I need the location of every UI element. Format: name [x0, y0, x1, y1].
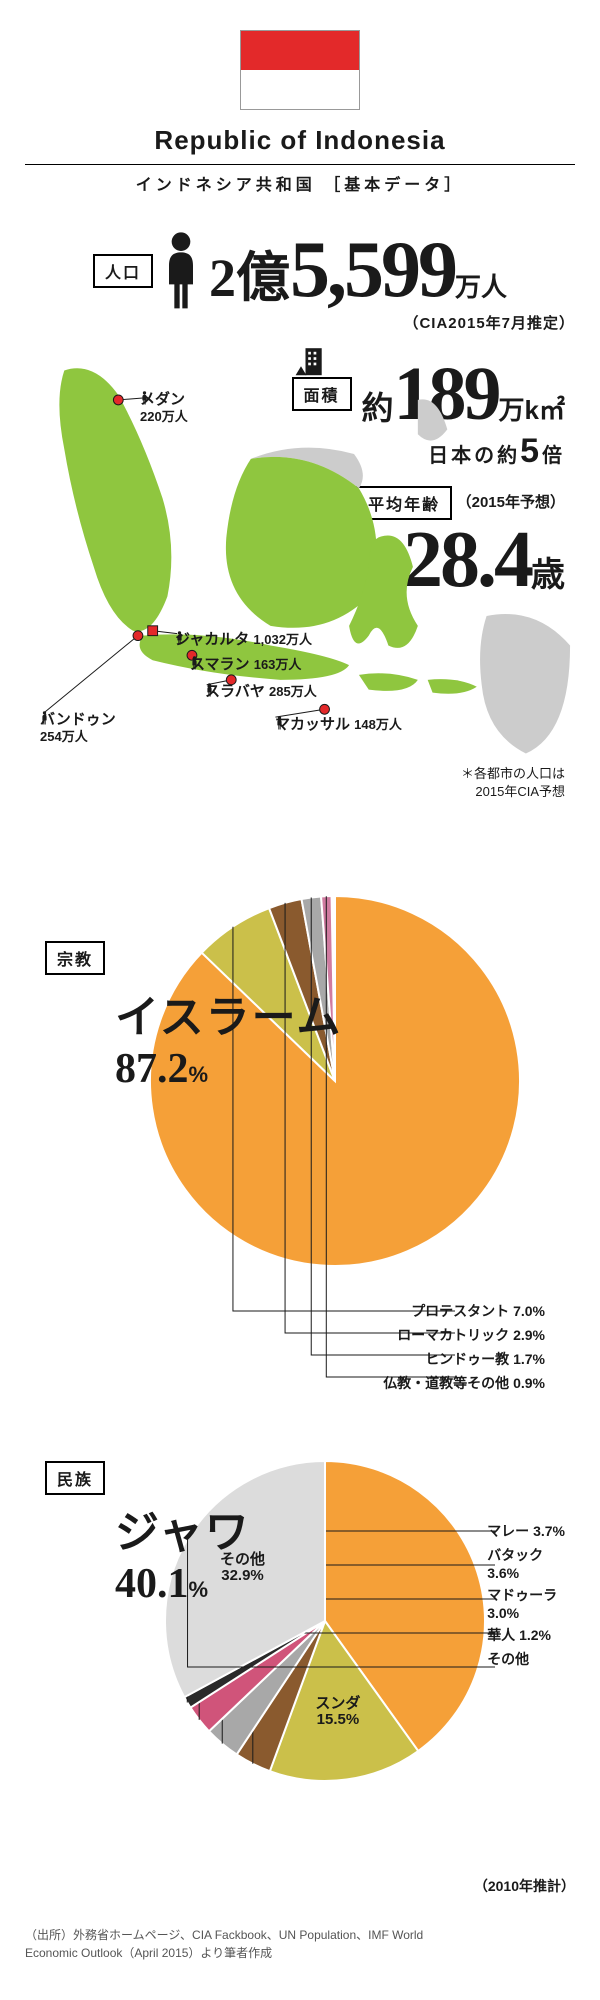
- legend-item: マレー 3.7%: [487, 1521, 565, 1541]
- city-label: マカッサル 148万人: [275, 716, 402, 733]
- city-label: バンドゥン254万人: [40, 711, 116, 746]
- city-label: ジャカルタ 1,032万人: [175, 631, 312, 648]
- flag: [240, 30, 360, 110]
- population-prefix: 2億: [209, 248, 290, 308]
- legend-item: バタック3.6%: [487, 1545, 565, 1581]
- map-note: ＊各都市の人口は2015年CIA予想: [461, 765, 565, 801]
- population-unit: 万人: [455, 272, 507, 302]
- map-section: 面積 約189万k㎡ 日本の約5倍 平均年齢 （2015年予想）: [25, 341, 575, 861]
- religion-section: 宗教 イスラーム 87.2% プロテスタント 7.0% ローマカトリック 2.9%…: [25, 881, 575, 1401]
- legend-item: 仏教・道教等その他 0.9%: [383, 1373, 545, 1393]
- ethnic-main-label: ジャワ 40.1%: [115, 1496, 251, 1608]
- legend-item: ヒンドゥー教 1.7%: [383, 1349, 545, 1369]
- legend-item: その他: [487, 1649, 565, 1669]
- population-number: 5,599: [290, 226, 455, 314]
- ethnic-note: （2010年推計）: [25, 1876, 575, 1896]
- source-text: （出所）外務省ホームページ、CIA Fackbook、UN Population…: [25, 1926, 575, 1962]
- svg-text:15.5%: 15.5%: [317, 1711, 360, 1728]
- legend-item: ローマカトリック 2.9%: [383, 1325, 545, 1345]
- religion-main-label: イスラーム 87.2%: [115, 981, 342, 1093]
- title-ja: インドネシア共和国 ［基本データ］: [25, 171, 575, 195]
- city-label: メダン220万人: [140, 391, 188, 426]
- religion-label: 宗教: [45, 941, 105, 975]
- ethnic-section: 民族 スンダ15.5%その他32.9% ジャワ 40.1% マレー 3.7%バタ…: [25, 1441, 575, 1861]
- legend-item: プロテスタント 7.0%: [383, 1301, 545, 1321]
- population-note: （CIA2015年7月推定）: [25, 312, 575, 333]
- infographic-root: Republic of Indonesia インドネシア共和国 ［基本データ］ …: [0, 0, 600, 1992]
- city-label: スマラン 163万人: [190, 656, 301, 673]
- population-label: 人口: [93, 254, 153, 288]
- flag-white-stripe: [241, 70, 359, 109]
- legend-item: マドゥーラ3.0%: [487, 1585, 565, 1621]
- population-block: 人口 2億5,599万人 （CIA2015年7月推定）: [25, 230, 575, 333]
- ethnic-label: 民族: [45, 1461, 105, 1495]
- title-en: Republic of Indonesia: [25, 125, 575, 156]
- svg-text:スンダ: スンダ: [315, 1694, 360, 1712]
- city-label: スラバヤ 285万人: [205, 683, 317, 700]
- title-divider: [25, 164, 575, 165]
- person-icon: [161, 231, 201, 311]
- flag-red-stripe: [241, 31, 359, 70]
- legend-item: 華人 1.2%: [487, 1625, 565, 1645]
